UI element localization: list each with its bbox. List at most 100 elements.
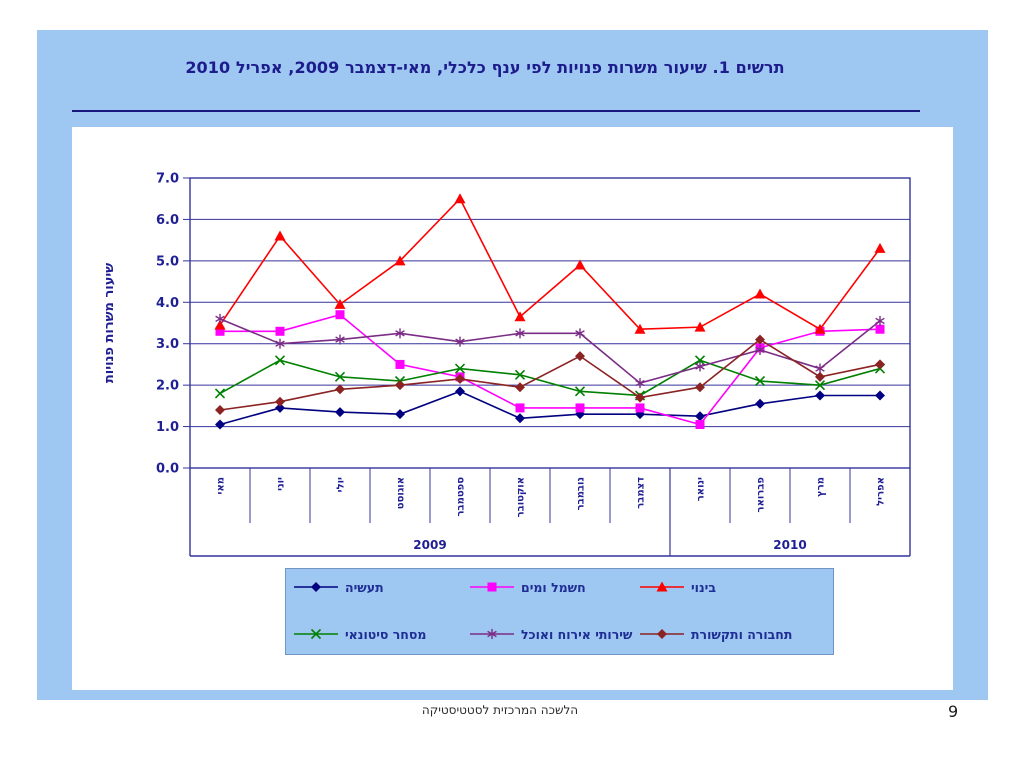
y-tick-label: 4.0 bbox=[156, 296, 179, 311]
series-marker-asterisk bbox=[275, 340, 285, 347]
legend-row: מסחר סיטונאי שירותי אירוח ואוכל תחבורה ותק… bbox=[286, 622, 833, 646]
x-category-label: מאי bbox=[216, 477, 227, 494]
series-marker-asterisk bbox=[875, 317, 885, 325]
series-line-0 bbox=[219, 390, 880, 426]
legend-marker-x bbox=[294, 628, 338, 640]
series-marker-x bbox=[754, 375, 766, 387]
series-marker-x bbox=[814, 380, 826, 391]
vacancy-rate-line-chart: 0.0 1.0 2.0 3.0 4.0 5.0 6.0 7.0 מאי יוני יולי אוגוס… bbox=[102, 172, 911, 557]
series-marker-triangle bbox=[514, 311, 526, 322]
series-marker-triangle bbox=[574, 259, 586, 270]
series-line-1 bbox=[220, 313, 881, 426]
series-marker-diamond bbox=[875, 359, 885, 370]
y-tick-label: 6.0 bbox=[156, 213, 179, 228]
legend-marker-asterisk bbox=[470, 629, 514, 639]
slide-title: תרשים 1. שיעור משרות פנויות לפי ענף כלכל… bbox=[185, 58, 785, 77]
series-marker-square bbox=[335, 310, 345, 320]
series-marker-square bbox=[635, 403, 645, 413]
series-marker-asterisk bbox=[575, 330, 585, 337]
legend-marker-diamond bbox=[294, 582, 338, 592]
series-marker-x bbox=[274, 355, 286, 366]
chart-legend: תעשיה חשמל ומים בינוי מסחר סיטונאי שירותי אי… bbox=[285, 568, 834, 655]
legend-label: שירותי אירוח ואוכל bbox=[521, 626, 633, 642]
series-marker-asterisk bbox=[395, 330, 405, 337]
series-marker-diamond bbox=[875, 390, 885, 401]
legend-label: חשמל ומים bbox=[521, 579, 586, 595]
series-marker-diamond bbox=[515, 413, 525, 424]
series-marker-asterisk bbox=[755, 346, 765, 354]
series-marker-diamond bbox=[395, 409, 405, 420]
series-line-5 bbox=[219, 338, 881, 411]
series-marker-diamond bbox=[275, 402, 285, 413]
slide-blue-panel: תרשים 1. שיעור משרות פנויות לפי ענף כלכל… bbox=[37, 30, 988, 700]
series-marker-triangle bbox=[394, 255, 406, 266]
series-marker-diamond bbox=[395, 380, 405, 391]
series-marker-triangle bbox=[274, 230, 286, 241]
series-marker-diamond bbox=[755, 398, 765, 409]
series-marker-square bbox=[275, 326, 285, 336]
series-marker-x bbox=[574, 386, 586, 397]
series-marker-diamond bbox=[275, 396, 285, 407]
series-marker-triangle bbox=[634, 323, 646, 334]
series-marker-diamond bbox=[815, 390, 825, 401]
x-category-label: אוקטובר bbox=[516, 477, 527, 517]
year-group-label: 2009 bbox=[413, 538, 446, 552]
x-category-label: אוגוסט bbox=[396, 477, 407, 509]
series-marker-triangle bbox=[754, 288, 766, 299]
x-category-label: פברואר bbox=[756, 477, 767, 513]
legend-item: תחבורה ותקשורת bbox=[640, 627, 833, 642]
series-marker-diamond bbox=[455, 373, 465, 384]
legend-item: שירותי אירוח ואוכל bbox=[470, 627, 640, 642]
series-marker-diamond bbox=[635, 392, 645, 403]
y-tick-label: 0.0 bbox=[156, 462, 179, 477]
x-category-label: נובמבר bbox=[576, 477, 587, 510]
y-tick-label: 3.0 bbox=[156, 337, 179, 352]
legend-label: בינוי bbox=[691, 579, 716, 595]
series-marker-triangle bbox=[334, 298, 346, 309]
series-marker-diamond bbox=[215, 405, 225, 415]
series-marker-x bbox=[694, 355, 706, 366]
series-marker-square bbox=[215, 326, 225, 336]
series-marker-square bbox=[515, 403, 525, 413]
x-category-label: מרץ bbox=[816, 477, 827, 497]
y-tick-label: 5.0 bbox=[156, 254, 179, 269]
x-category-label: דצמבר bbox=[636, 477, 647, 509]
title-underline bbox=[72, 110, 920, 112]
series-marker-x bbox=[214, 388, 226, 399]
series-marker-x bbox=[454, 363, 466, 374]
legend-item: מסחר סיטונאי bbox=[294, 627, 470, 642]
page-number: 9 bbox=[948, 702, 959, 721]
y-tick-label: 1.0 bbox=[156, 420, 179, 435]
series-marker-square bbox=[395, 359, 405, 369]
series-marker-diamond bbox=[335, 407, 345, 418]
series-marker-diamond bbox=[815, 371, 825, 382]
year-group-label: 2010 bbox=[773, 538, 806, 552]
legend-item: חשמל ומים bbox=[470, 580, 640, 595]
legend-marker-diamond bbox=[640, 629, 684, 639]
series-marker-asterisk bbox=[335, 336, 345, 343]
series-marker-x bbox=[334, 371, 346, 382]
plot-border bbox=[189, 177, 911, 469]
series-line-3 bbox=[219, 359, 881, 397]
chart-card: 0.0 1.0 2.0 3.0 4.0 5.0 6.0 7.0 מאי יוני יולי אוגוס… bbox=[72, 127, 953, 690]
series-marker-triangle bbox=[454, 193, 466, 204]
series-marker-triangle bbox=[694, 321, 706, 332]
series-marker-triangle bbox=[814, 323, 826, 334]
legend-marker-square bbox=[470, 582, 514, 592]
series-marker-diamond bbox=[695, 382, 705, 393]
y-axis-title: שיעור משרות פנויות bbox=[102, 263, 117, 383]
series-marker-triangle bbox=[874, 242, 886, 253]
x-category-label: ספטמבר bbox=[456, 477, 467, 517]
y-tick-label: 7.0 bbox=[156, 172, 179, 187]
series-marker-asterisk bbox=[455, 338, 465, 345]
series-marker-x bbox=[514, 369, 526, 380]
series-marker-square bbox=[575, 403, 585, 413]
y-tick-label: 2.0 bbox=[156, 379, 179, 394]
series-marker-asterisk bbox=[515, 330, 525, 337]
legend-item: בינוי bbox=[640, 580, 833, 595]
legend-label: תחבורה ותקשורת bbox=[691, 626, 793, 642]
series-marker-asterisk bbox=[815, 365, 825, 372]
series-marker-asterisk bbox=[635, 379, 645, 387]
series-marker-diamond bbox=[575, 351, 585, 362]
legend-marker-triangle bbox=[640, 581, 684, 592]
